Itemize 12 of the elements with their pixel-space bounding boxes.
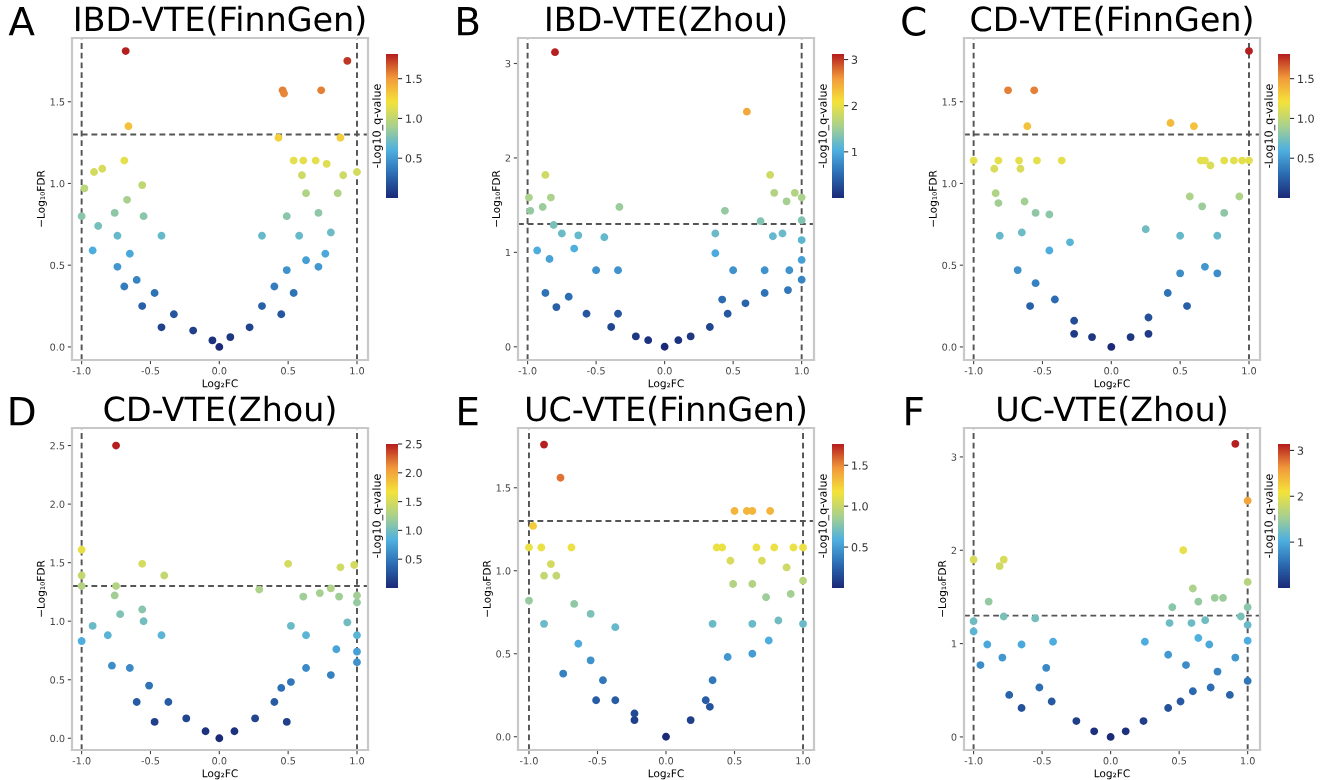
text: F (906, 397, 923, 426)
chart-title: UC-VTE(Zhou) (998, 395, 1226, 426)
chart-title: IBD-VTE(FinnGen) (76, 5, 365, 36)
text: B (458, 7, 479, 36)
text: C (902, 6, 926, 36)
text: E (459, 397, 478, 426)
chart-title: CD-VTE(Zhou) (104, 395, 335, 426)
text: D (10, 397, 35, 426)
chart-title: CD-VTE(FinnGen) (971, 5, 1252, 36)
chart-title: UC-VTE(FinnGen) (527, 395, 805, 426)
text: A (8, 7, 35, 36)
chart-title: IBD-VTE(Zhou) (547, 5, 786, 36)
